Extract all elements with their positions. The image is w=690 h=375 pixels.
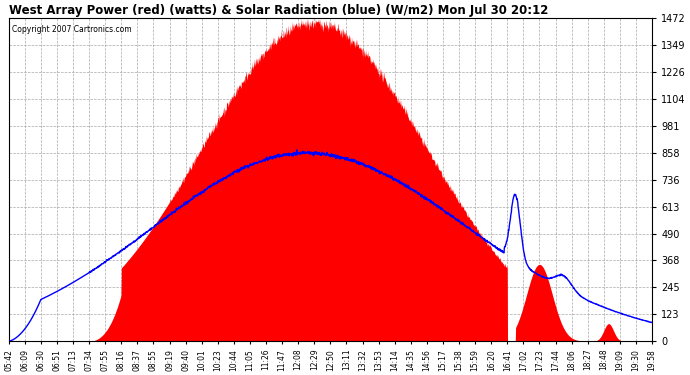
Text: Copyright 2007 Cartronics.com: Copyright 2007 Cartronics.com — [12, 25, 132, 34]
Text: West Array Power (red) (watts) & Solar Radiation (blue) (W/m2) Mon Jul 30 20:12: West Array Power (red) (watts) & Solar R… — [9, 4, 548, 17]
